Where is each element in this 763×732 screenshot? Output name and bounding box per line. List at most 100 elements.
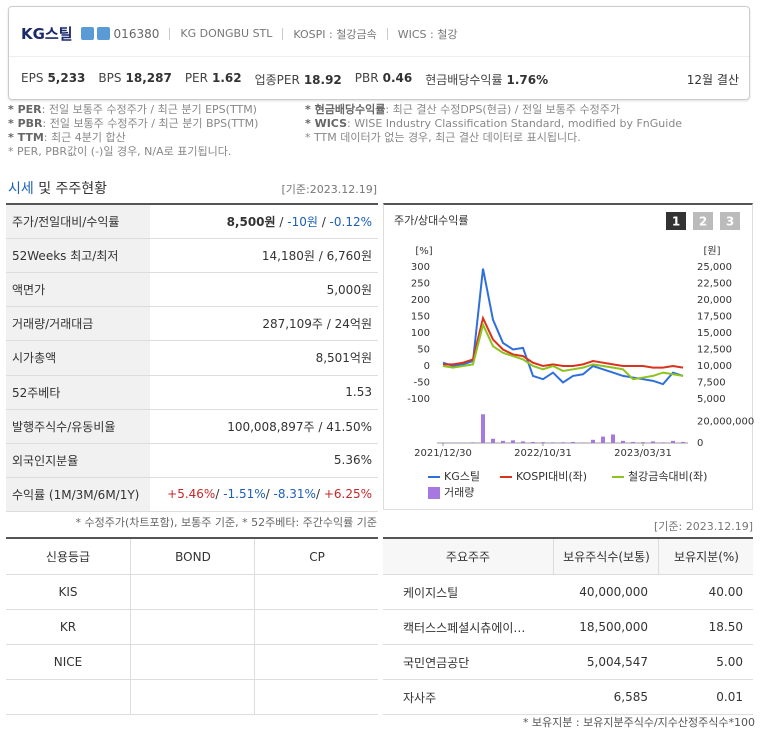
table-header: 주요주주 보유주식수(보통) 보유지분(%) [383, 539, 753, 575]
y2-tick-label: 25,000 [697, 262, 732, 273]
table-cell [254, 645, 379, 679]
x-tick-label: 2023/03/31 [614, 448, 672, 459]
row-value: +5.46% / -1.51% / -8.31% / +6.25% [167, 478, 372, 511]
table-cell: 40.00 [708, 585, 743, 599]
value-part: 1.53 [345, 385, 372, 400]
header-box: KG스틸 016380 KG DONGBU STL KOSPI : 철강금속 W… [8, 6, 750, 100]
table-row: 52Weeks 최고/최저 14,180원 / 6,760원 [6, 239, 378, 274]
table-cell [130, 645, 255, 679]
holders-footnote: * 보유지분 : 보유지분주식수/지수산정주식수*100 [522, 716, 755, 729]
table-cell [130, 680, 255, 714]
note: * PBR: 전일 보통주 수정주가 / 최근 분기 BPS(TTM) [8, 117, 258, 131]
table-row: 수익률 (1M/3M/6M/1Y) +5.46% / -1.51% / -8.31% /… [6, 477, 378, 512]
volume-bar [551, 442, 555, 443]
table-row: KIS [6, 575, 378, 610]
volume-bar [531, 441, 535, 443]
chart-button[interactable] [666, 212, 686, 230]
table-cell: NICE [53, 655, 83, 669]
y2-tick-label: 10,000 [697, 361, 732, 372]
separator [386, 27, 388, 40]
volume-bar [641, 442, 645, 443]
table-row: NICE [6, 645, 378, 680]
chart-title: 주가/상대수익률 [394, 214, 469, 227]
x-tick-label: 2021/12/30 [414, 448, 472, 459]
note: * PER: 전일 보통주 수정주가 / 최근 분기 EPS(TTM) [8, 103, 258, 117]
volume-bar [441, 442, 445, 443]
metric-value: 1.62 [211, 71, 242, 85]
note: * WICS: WISE Industry Classification Sta… [305, 117, 682, 131]
info-icon[interactable] [96, 27, 110, 40]
volume-bar [591, 439, 595, 443]
value-part: -8.31% [273, 487, 316, 502]
table-row: 시가총액 8,501억원 [6, 341, 378, 376]
chart-button[interactable] [720, 212, 740, 230]
legend-label: 철강금속대비(좌) [628, 470, 707, 483]
note-text: * TTM 데이터가 없는 경우, 최근 결산 데이터로 표시됩니다. [305, 131, 581, 144]
volume-bar [571, 441, 575, 443]
value-part: -10원 [287, 215, 318, 230]
separator: / [275, 214, 288, 229]
value-part: 8,501억원 [315, 351, 372, 366]
value-part: +6.25% [323, 487, 372, 502]
company-name: KG스틸 [21, 25, 73, 43]
section-date: [기준:2023.12.19] [281, 183, 377, 196]
metric: 업종PER 18.92 [255, 71, 342, 88]
wics: WICS : 철강 [397, 27, 458, 41]
note-label: * WICS [305, 117, 348, 130]
row-label: 외국인지분율 [6, 443, 150, 477]
metric: EPS 5,233 [21, 71, 85, 88]
table-cell: 자사주 [403, 690, 437, 705]
row-label: 거래량/거래대금 [6, 307, 150, 341]
metric-value: 5,233 [47, 71, 86, 85]
separator [169, 27, 171, 40]
metric: PBR 0.46 [355, 71, 412, 88]
metric: BPS 18,287 [98, 71, 171, 88]
legend-label: KG스틸 [444, 470, 480, 483]
note-text: : 최근 4분기 합산 [43, 131, 126, 144]
table-row: 캑터스스페셜시츄에이… 18,500,000 18.50 [383, 610, 753, 645]
table-row: 거래량/거래대금 287,109주 / 24억원 [6, 307, 378, 342]
table-row: KR [6, 610, 378, 645]
table-row [6, 680, 378, 715]
separator: / [315, 487, 324, 502]
separator: / [215, 487, 224, 502]
metric-label: BPS [98, 71, 122, 85]
header-cell: BOND [130, 539, 255, 574]
table-row: 발행주식수/유동비율 100,008,897주 / 41.50% [6, 409, 378, 444]
y2-tick-label: 5,000 [697, 394, 726, 405]
table-cell [6, 680, 130, 714]
y2-axis-label: [원] [703, 245, 720, 257]
y-tick-label: 100 [411, 328, 430, 339]
table-cell: KIS [58, 585, 78, 599]
table-row: 주가/전일대비/수익률 8,500원 / -10원 / -0.12% [6, 205, 378, 240]
metric-label: PBR [354, 71, 379, 85]
section-title: 시세 및 주주현황 [8, 178, 107, 198]
metric-value: 18,287 [125, 71, 172, 85]
note: * TTM 데이터가 없는 경우, 최근 결산 데이터로 표시됩니다. [305, 131, 682, 145]
row-label: 주가/전일대비/수익률 [6, 205, 150, 239]
y-tick-label: -50 [414, 378, 430, 389]
header-cell: 신용등급 [45, 550, 91, 564]
value-part: 8,500원 [226, 215, 276, 230]
value-part: 14,180원 / 6,760원 [261, 249, 372, 264]
table-cell: 40,000,000 [579, 585, 648, 599]
legend-swatch [428, 487, 440, 499]
metric-value: 18.92 [303, 73, 342, 87]
table-cell: KR [59, 620, 77, 634]
value-part: -1.51% [223, 487, 266, 502]
home-icon[interactable] [80, 27, 94, 40]
row-label: 액면가 [6, 273, 150, 307]
row-value: 14,180원 / 6,760원 [262, 239, 372, 272]
header-cell: 보유주식수(보통) [553, 539, 659, 574]
market-footnote: * 수정주가(차트포함), 보통주 기준, * 52주베타: 주간수익률 기준 [75, 516, 377, 529]
volume-bar [651, 441, 655, 443]
metric: PER 1.62 [185, 71, 242, 88]
note-text: : 전일 보통주 수정주가 / 최근 분기 BPS(TTM) [42, 117, 259, 130]
volume-bar [671, 440, 675, 443]
y2-tick-label: 20,000 [697, 295, 732, 306]
separator: / [317, 214, 330, 229]
value-part: 287,109주 / 24억원 [262, 317, 372, 332]
metric-label: 현금배당수익률 [425, 73, 503, 87]
chart-button[interactable] [693, 212, 713, 230]
